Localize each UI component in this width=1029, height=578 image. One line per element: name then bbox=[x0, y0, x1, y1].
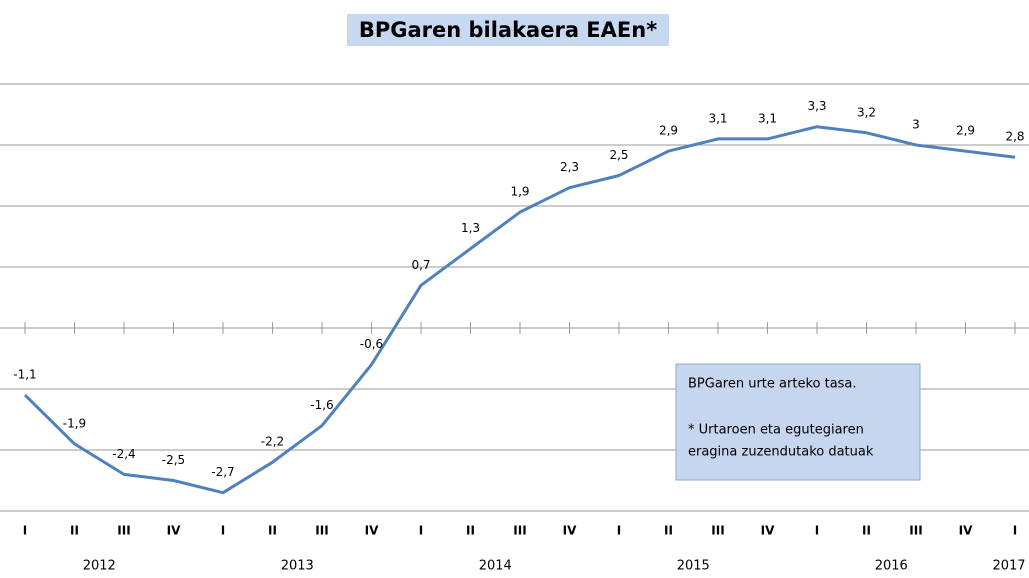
annotation: * Urtaroen eta egutegiaren bbox=[688, 423, 864, 438]
x-tick-label: III bbox=[909, 524, 922, 538]
x-tick-label: I bbox=[1013, 524, 1017, 538]
x-tick-label: IV bbox=[365, 524, 379, 538]
chart-title: BPGaren bilakaera EAEn* bbox=[359, 18, 657, 42]
year-label: 2014 bbox=[479, 559, 512, 574]
data-label: 1,3 bbox=[461, 221, 480, 235]
data-label: 2,9 bbox=[659, 124, 678, 138]
data-label: 2,5 bbox=[609, 148, 628, 162]
x-tick-label: II bbox=[70, 524, 79, 538]
data-label: -2,2 bbox=[261, 435, 284, 449]
data-label: -1,1 bbox=[13, 368, 36, 382]
data-label: 3,3 bbox=[807, 99, 826, 113]
x-tick-label: II bbox=[664, 524, 673, 538]
x-tick-label: IV bbox=[167, 524, 181, 538]
data-label: 2,9 bbox=[956, 124, 975, 138]
data-label: 2,3 bbox=[560, 160, 579, 174]
x-tick-label: II bbox=[268, 524, 277, 538]
data-label: 1,9 bbox=[510, 185, 529, 199]
x-tick-label: IV bbox=[761, 524, 775, 538]
x-tick-label: II bbox=[466, 524, 475, 538]
data-label: -2,7 bbox=[211, 465, 234, 479]
data-label: -1,9 bbox=[63, 416, 86, 430]
data-label: 3,1 bbox=[758, 111, 777, 125]
series-line bbox=[23, 125, 1016, 495]
year-label: 2015 bbox=[677, 559, 710, 574]
x-tick-label: III bbox=[117, 524, 130, 538]
data-label: 3,2 bbox=[857, 105, 876, 119]
year-label: 2012 bbox=[83, 559, 116, 574]
data-label: 3,1 bbox=[708, 111, 727, 125]
year-label: 2016 bbox=[875, 559, 908, 574]
x-tick-label: III bbox=[711, 524, 724, 538]
x-tick-label: I bbox=[221, 524, 225, 538]
data-label: -1,6 bbox=[310, 398, 333, 412]
x-tick-label: I bbox=[815, 524, 819, 538]
x-tick-label: IV bbox=[563, 524, 577, 538]
x-tick-label: I bbox=[617, 524, 621, 538]
x-tick-label: I bbox=[23, 524, 27, 538]
data-label: -0,6 bbox=[360, 337, 383, 351]
year-label: 2017 bbox=[992, 559, 1025, 574]
annotation: eragina zuzendutako datuak bbox=[688, 445, 874, 460]
x-tick-label: IV bbox=[959, 524, 973, 538]
annotation-box bbox=[675, 363, 921, 481]
x-tick-label: II bbox=[862, 524, 871, 538]
year-label: 2013 bbox=[281, 559, 314, 574]
annotation: BPGaren urte arteko tasa. bbox=[688, 377, 857, 392]
data-label: -2,5 bbox=[162, 453, 185, 467]
data-label: 2,8 bbox=[1005, 130, 1024, 144]
data-label: 0,7 bbox=[411, 258, 430, 272]
x-tick-label: I bbox=[419, 524, 423, 538]
x-tick-label: III bbox=[513, 524, 526, 538]
data-label: 3 bbox=[912, 118, 920, 132]
x-tick-label: III bbox=[315, 524, 328, 538]
title-background bbox=[347, 14, 669, 46]
data-label: -2,4 bbox=[112, 447, 135, 461]
